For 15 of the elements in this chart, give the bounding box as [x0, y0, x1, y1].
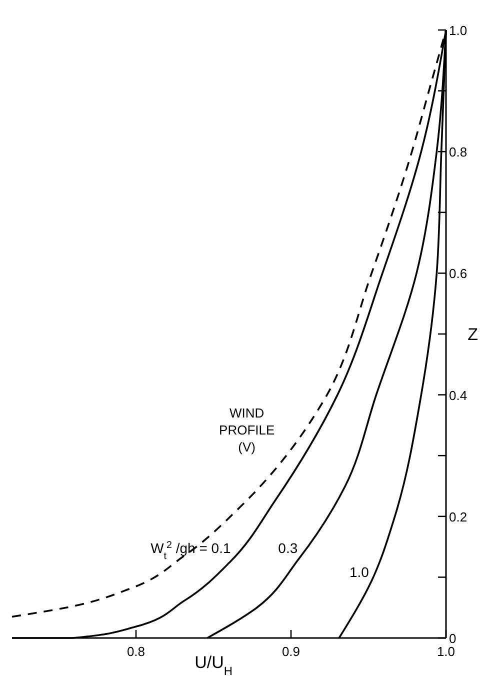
x-axis-title: U/U$_{H}$ [194, 653, 232, 678]
y-axis-title: Z [468, 325, 478, 344]
series-label: 0.3 [278, 540, 298, 556]
y-tick-label: 0.4 [449, 388, 468, 403]
y-tick-label: 0 [449, 631, 456, 646]
x-tick-label: 0.8 [126, 644, 146, 659]
y-tick-label: 1.0 [449, 23, 468, 38]
x-tick-label: 1.0 [436, 644, 456, 659]
x-tick-label: 0.9 [282, 644, 300, 659]
y-tick-label: 0.6 [449, 266, 468, 282]
y-tick-label: 0.2 [449, 509, 468, 524]
series-label: 1.0 [349, 564, 370, 580]
series-label: W$_{t}$$^{2}$ /gh = 0.1 [150, 539, 231, 562]
y-tick-label: 0.8 [449, 144, 468, 160]
series-label: WIND PROFILE (V) [219, 405, 275, 454]
